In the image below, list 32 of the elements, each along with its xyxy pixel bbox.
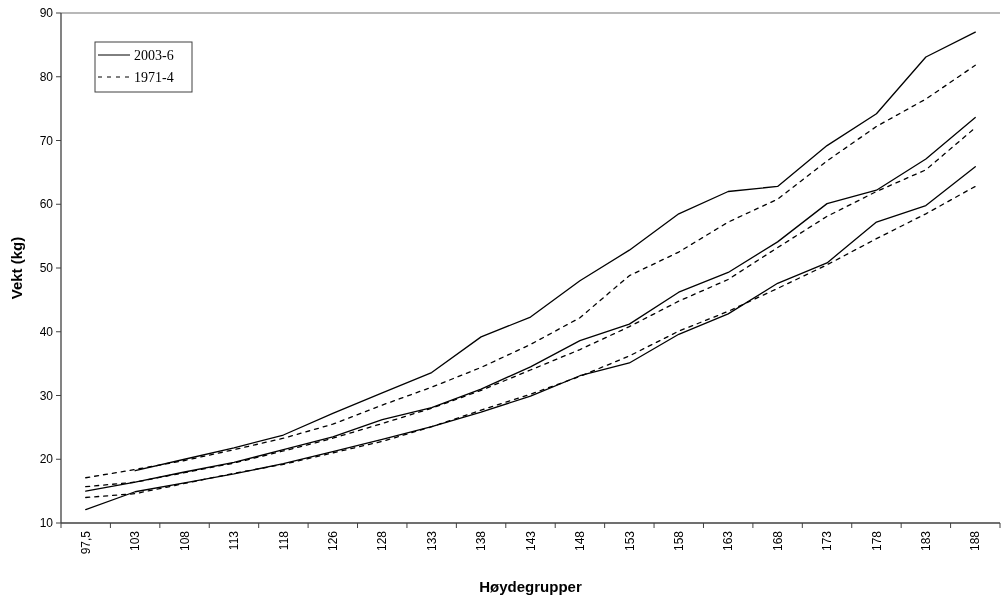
x-tick-label: 178 (869, 530, 884, 552)
x-tick-label: 128 (375, 530, 390, 552)
y-tick-label: 20 (39, 452, 54, 467)
y-tick-label: 50 (39, 261, 54, 276)
y-tick-label: 40 (39, 324, 54, 339)
y-tick-label: 60 (39, 197, 54, 212)
x-tick-label: 108 (177, 530, 192, 552)
x-tick-label: 168 (770, 530, 785, 552)
x-tick-label: 158 (671, 530, 686, 552)
y-tick-label: 90 (39, 6, 54, 21)
x-tick-label: 126 (326, 530, 341, 552)
legend-label: 1971-4 (134, 69, 174, 85)
x-tick-label: 153 (622, 530, 637, 552)
y-tick-label: 10 (39, 516, 54, 531)
x-tick-label: 118 (276, 530, 291, 551)
x-tick-label: 143 (523, 530, 538, 552)
x-tick-label: 113 (227, 530, 242, 551)
legend-label: 2003-6 (134, 47, 174, 63)
x-axis-title: Høydegrupper (479, 578, 582, 595)
x-tick-label: 103 (128, 530, 143, 552)
y-tick-label: 80 (39, 69, 54, 84)
x-tick-label: 97,5 (78, 530, 93, 555)
y-tick-label: 30 (39, 388, 54, 403)
x-tick-label: 133 (424, 530, 439, 552)
x-tick-label: 163 (721, 530, 736, 552)
x-tick-label: 138 (474, 530, 489, 552)
x-tick-label: 183 (919, 530, 934, 552)
x-tick-label: 188 (968, 530, 983, 552)
x-tick-label: 148 (573, 530, 588, 552)
x-tick-label: 173 (820, 530, 835, 552)
y-axis-title: Vekt (kg) (8, 236, 25, 300)
y-tick-label: 70 (39, 133, 54, 148)
